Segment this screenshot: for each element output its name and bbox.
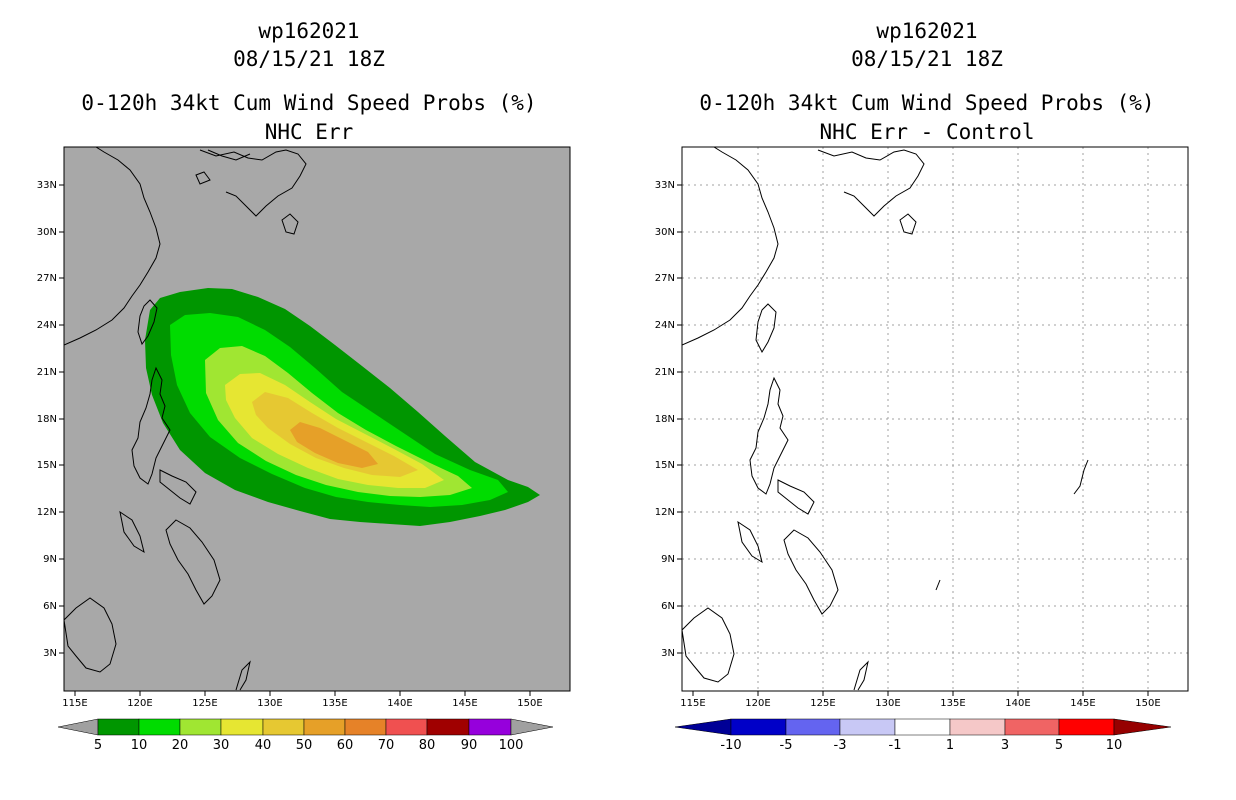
right-map-panel: wp162021 08/15/21 18Z 0-120h 34kt Cum Wi… — [618, 0, 1236, 800]
lon-label: 140E — [387, 698, 412, 709]
lat-label: 12N — [37, 507, 57, 518]
colorbar-label: 80 — [419, 738, 436, 753]
forecast-datetime: 08/15/21 18Z — [851, 47, 1003, 71]
left-map-svg: 115E 120E 125E 130E 135E 140E 145E 150E … — [37, 146, 571, 753]
product-title: 0-120h 34kt Cum Wind Speed Probs (%) — [699, 91, 1155, 115]
colorbar-label: 30 — [213, 738, 230, 753]
colorbar-label: 60 — [337, 738, 354, 753]
lon-label: 140E — [1005, 698, 1030, 709]
product-subtitle: NHC Err — [264, 120, 354, 144]
forecast-datetime: 08/15/21 18Z — [233, 47, 385, 71]
colorbar-label: 90 — [461, 738, 478, 753]
product-title: 0-120h 34kt Cum Wind Speed Probs (%) — [81, 91, 537, 115]
lat-label: 27N — [37, 273, 57, 284]
lat-label: 33N — [37, 180, 57, 191]
lon-label: 125E — [192, 698, 217, 709]
lat-label: 21N — [655, 367, 675, 378]
lat-label: 18N — [37, 414, 57, 425]
lon-label: 135E — [322, 698, 347, 709]
colorbar-label: -5 — [780, 738, 793, 753]
colorbar-label: 20 — [172, 738, 189, 753]
colorbar-label: 50 — [296, 738, 313, 753]
colorbar-label: 10 — [131, 738, 148, 753]
lon-label: 125E — [810, 698, 835, 709]
probability-contours — [145, 288, 540, 526]
lon-label: 120E — [127, 698, 152, 709]
lat-label: 30N — [37, 227, 57, 238]
colorbar-label: 5 — [94, 738, 102, 753]
colorbar-label: -3 — [834, 738, 847, 753]
lon-label: 150E — [1135, 698, 1160, 709]
lat-label: 6N — [661, 601, 675, 612]
colorbar-label: -10 — [720, 738, 741, 753]
colorbar-label: 5 — [1055, 738, 1063, 753]
contour-50 — [290, 422, 378, 468]
lon-ticks — [74, 691, 531, 696]
lat-label: 24N — [37, 320, 57, 331]
product-subtitle: NHC Err - Control — [819, 120, 1035, 144]
lon-label: 115E — [680, 698, 705, 709]
lat-label: 30N — [655, 227, 675, 238]
lat-label: 15N — [655, 460, 675, 471]
lat-ticks — [59, 184, 64, 654]
lon-label: 115E — [62, 698, 87, 709]
lon-label: 130E — [875, 698, 900, 709]
colorbar-label: 100 — [499, 738, 524, 753]
lat-label: 12N — [655, 507, 675, 518]
left-map-panel: wp162021 08/15/21 18Z 0-120h 34kt Cum Wi… — [37, 19, 571, 753]
lat-label: 18N — [655, 414, 675, 425]
lon-label: 145E — [1070, 698, 1095, 709]
gridlines — [682, 147, 1188, 691]
lat-label: 3N — [661, 648, 675, 659]
colorbar-label: -1 — [889, 738, 902, 753]
lon-label: 130E — [257, 698, 282, 709]
storm-id: wp162021 — [258, 19, 360, 43]
lat-label: 3N — [43, 648, 57, 659]
colorbar-label: 10 — [1106, 738, 1123, 753]
lat-label: 24N — [655, 320, 675, 331]
coastlines — [682, 147, 1089, 691]
lat-ticks — [677, 184, 682, 654]
colorbar-left — [57, 718, 554, 736]
colorbar-label: 3 — [1001, 738, 1009, 753]
lat-label: 9N — [43, 554, 57, 565]
lat-label: 33N — [655, 180, 675, 191]
colorbar-label: 1 — [946, 738, 954, 753]
colorbar-label: 70 — [378, 738, 395, 753]
lon-label: 120E — [745, 698, 770, 709]
right-map-svg: 115E 120E 125E 130E 135E 140E 145E 150E … — [655, 146, 1189, 753]
storm-id: wp162021 — [876, 19, 978, 43]
colorbar-label: 40 — [255, 738, 272, 753]
lat-label: 21N — [37, 367, 57, 378]
coastlines — [64, 147, 307, 691]
colorbar-right — [674, 718, 1172, 736]
lon-label: 145E — [452, 698, 477, 709]
lat-label: 27N — [655, 273, 675, 284]
lat-label: 6N — [43, 601, 57, 612]
lat-label: 15N — [37, 460, 57, 471]
lat-label: 9N — [661, 554, 675, 565]
lon-label: 150E — [517, 698, 542, 709]
lon-label: 135E — [940, 698, 965, 709]
contour-40 — [252, 392, 418, 477]
lon-ticks — [692, 691, 1149, 696]
